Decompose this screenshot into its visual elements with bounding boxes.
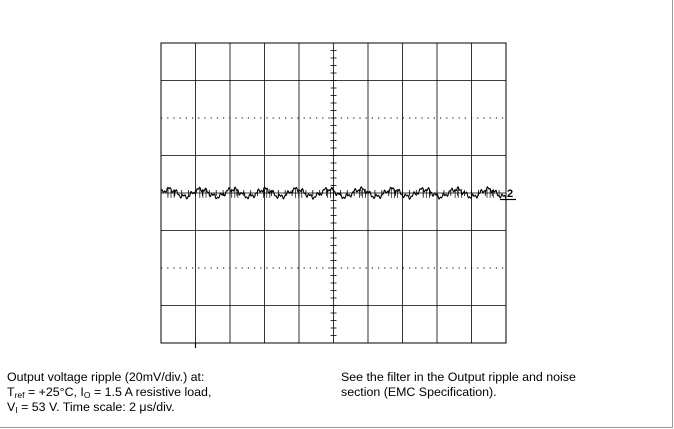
caption-line-3: VI = 53 V. Time scale: 2 μs/div. [7, 400, 175, 415]
caption-right-line-1: See the filter in the Output ripple and … [341, 370, 576, 384]
caption-right-line-2: section (EMC Specification). [341, 385, 497, 399]
channel-label: 2 [507, 188, 513, 200]
caption-right: See the filter in the Output ripple and … [341, 370, 576, 400]
caption-left: Output voltage ripple (20mV/div.) at: Tr… [7, 370, 211, 415]
trace-group [160, 185, 507, 201]
caption-line-2: Tref = +25°C, IO = 1.5 A resistive load, [7, 385, 212, 400]
caption-line-1: Output voltage ripple (20mV/div.) at: [7, 370, 205, 384]
